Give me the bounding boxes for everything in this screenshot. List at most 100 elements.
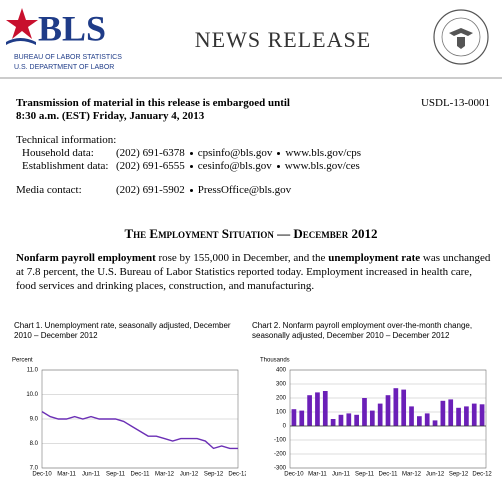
bar: [354, 414, 359, 426]
bar: [385, 395, 391, 426]
y-tick-label: -300: [274, 466, 287, 472]
y-tick-label: 10.0: [26, 392, 38, 398]
contact-label: Household data:: [22, 147, 94, 159]
seal-inner: [441, 17, 481, 57]
x-tick-label: Jun-12: [426, 472, 445, 478]
y-tick-label: 400: [276, 368, 287, 374]
bar: [471, 403, 477, 426]
contact-row: Household data: (202) 691-6378 cpsinfo@bls…: [22, 147, 361, 160]
bar: [417, 416, 422, 426]
bar: [322, 391, 328, 426]
contact-label: Establishment data:: [22, 160, 109, 172]
department: U.S. DEPARTMENT OF LABOR: [14, 64, 114, 71]
summary-text: was unchanged at 7.8 percent, the U.S. B…: [16, 252, 491, 292]
bar: [362, 398, 367, 426]
header-graphics: BLS BUREAU OF LABOR STATISTICS U.S. DEPA…: [0, 8, 502, 79]
bar: [291, 409, 297, 426]
y-tick-label: 9.0: [30, 417, 39, 423]
chart-title: Chart 2. Nonfarm payroll employment over…: [252, 321, 473, 340]
bar: [440, 400, 446, 426]
separator: [276, 164, 280, 168]
y-tick-label: 0: [283, 424, 287, 430]
logo-star: [6, 8, 38, 39]
release-id: USDL-13-0001: [420, 97, 490, 109]
bar: [299, 410, 305, 426]
email: cpsinfo@bls.gov: [197, 147, 273, 159]
agency: BUREAU OF LABOR STATISTICS: [14, 54, 122, 61]
separator: [189, 188, 193, 192]
phone: (202) 691-6555: [116, 160, 185, 172]
separator: [189, 164, 193, 168]
release-heading: NEWS RELEASE: [195, 27, 371, 52]
email: cesinfo@bls.gov: [197, 160, 272, 172]
y-tick-label: -100: [274, 438, 287, 444]
bar: [448, 399, 454, 426]
bar: [479, 404, 485, 426]
y-tick-label: 200: [276, 396, 287, 402]
x-tick-label: Dec-10: [32, 472, 52, 478]
x-tick-label: Mar-11: [57, 472, 76, 478]
separator: [277, 151, 281, 155]
y-tick-label: 7.0: [30, 466, 39, 472]
x-tick-label: Mar-11: [308, 472, 327, 478]
media-contact: Media contact: (202) 691-5902 PressOffice@…: [16, 184, 291, 197]
x-tick-label: Dec-11: [131, 472, 151, 478]
summary-text: unemployment rate: [328, 252, 421, 264]
technical-heading: Technical information:: [16, 134, 117, 146]
summary: Nonfarm payroll employment rose by 155,0…: [16, 251, 492, 293]
x-tick-label: Sep-11: [106, 472, 126, 478]
x-tick-label: Dec-10: [284, 472, 304, 478]
contact-label: Media contact:: [16, 184, 82, 196]
bar: [424, 413, 430, 426]
chart: Thousands -300 -200 -100 0 100 200 300 400 Dec-10…: [260, 358, 492, 478]
bar: [432, 420, 438, 426]
chart: Percent 7.0 8.0 9.0 10.0 11.0 Dec-10 Mar-11 Jun-…: [12, 358, 246, 478]
bar: [346, 413, 352, 426]
y-tick-label: 300: [276, 382, 287, 388]
chart-title: Chart 1. Unemployment rate, seasonally a…: [14, 321, 231, 340]
x-tick-label: Jun-11: [82, 472, 101, 478]
bar: [377, 403, 383, 426]
seal: [433, 9, 489, 65]
bar: [456, 407, 461, 426]
embargo-line: 8:30 a.m. (EST) Friday, January 4, 2013: [16, 110, 205, 122]
x-tick-label: Jun-12: [180, 472, 199, 478]
web: www.bls.gov/ces: [284, 160, 360, 172]
x-tick-label: Sep-12: [449, 472, 469, 478]
line-series: [41, 411, 238, 450]
plot-frame: [41, 369, 239, 469]
bar: [409, 406, 414, 426]
x-tick-label: Dec-12: [472, 472, 492, 478]
x-tick-label: Jun-11: [332, 472, 351, 478]
y-tick-label: 11.0: [27, 368, 39, 374]
x-tick-label: Sep-12: [204, 472, 224, 478]
embargo-line: Transmission of material in this release…: [16, 97, 290, 109]
x-tick-label: Mar-12: [155, 472, 175, 478]
logo-swoosh: [6, 38, 36, 45]
bar: [464, 406, 469, 426]
embargo: Transmission of material in this release…: [16, 97, 290, 123]
x-tick-label: Dec-11: [379, 472, 399, 478]
y-tick-label: 100: [276, 410, 287, 416]
seal-eagle: [449, 28, 473, 49]
x-tick-label: Mar-12: [402, 472, 422, 478]
release-title: The Employment Situation — December 2012: [124, 226, 378, 241]
x-tick-label: Sep-11: [355, 472, 375, 478]
email: PressOffice@bls.gov: [197, 184, 292, 196]
phone: (202) 691-6378: [116, 147, 185, 159]
bar: [393, 388, 399, 426]
logo-text: BLS: [38, 8, 106, 48]
plot-frame: [289, 369, 487, 469]
y-unit: Thousands: [260, 358, 290, 364]
separator: [189, 151, 193, 155]
y-tick-label: 8.0: [30, 441, 39, 447]
summary-text: rose by 155,000 in December, and the: [155, 252, 329, 264]
contact-row: Establishment data: (202) 691-6555 cesinfo…: [22, 160, 361, 173]
bar: [315, 392, 320, 426]
y-tick-label: -200: [274, 452, 287, 458]
bar: [330, 419, 336, 426]
summary-text: Nonfarm payroll employment: [16, 252, 156, 264]
web: www.bls.gov/cps: [285, 147, 362, 159]
bar: [307, 395, 312, 426]
